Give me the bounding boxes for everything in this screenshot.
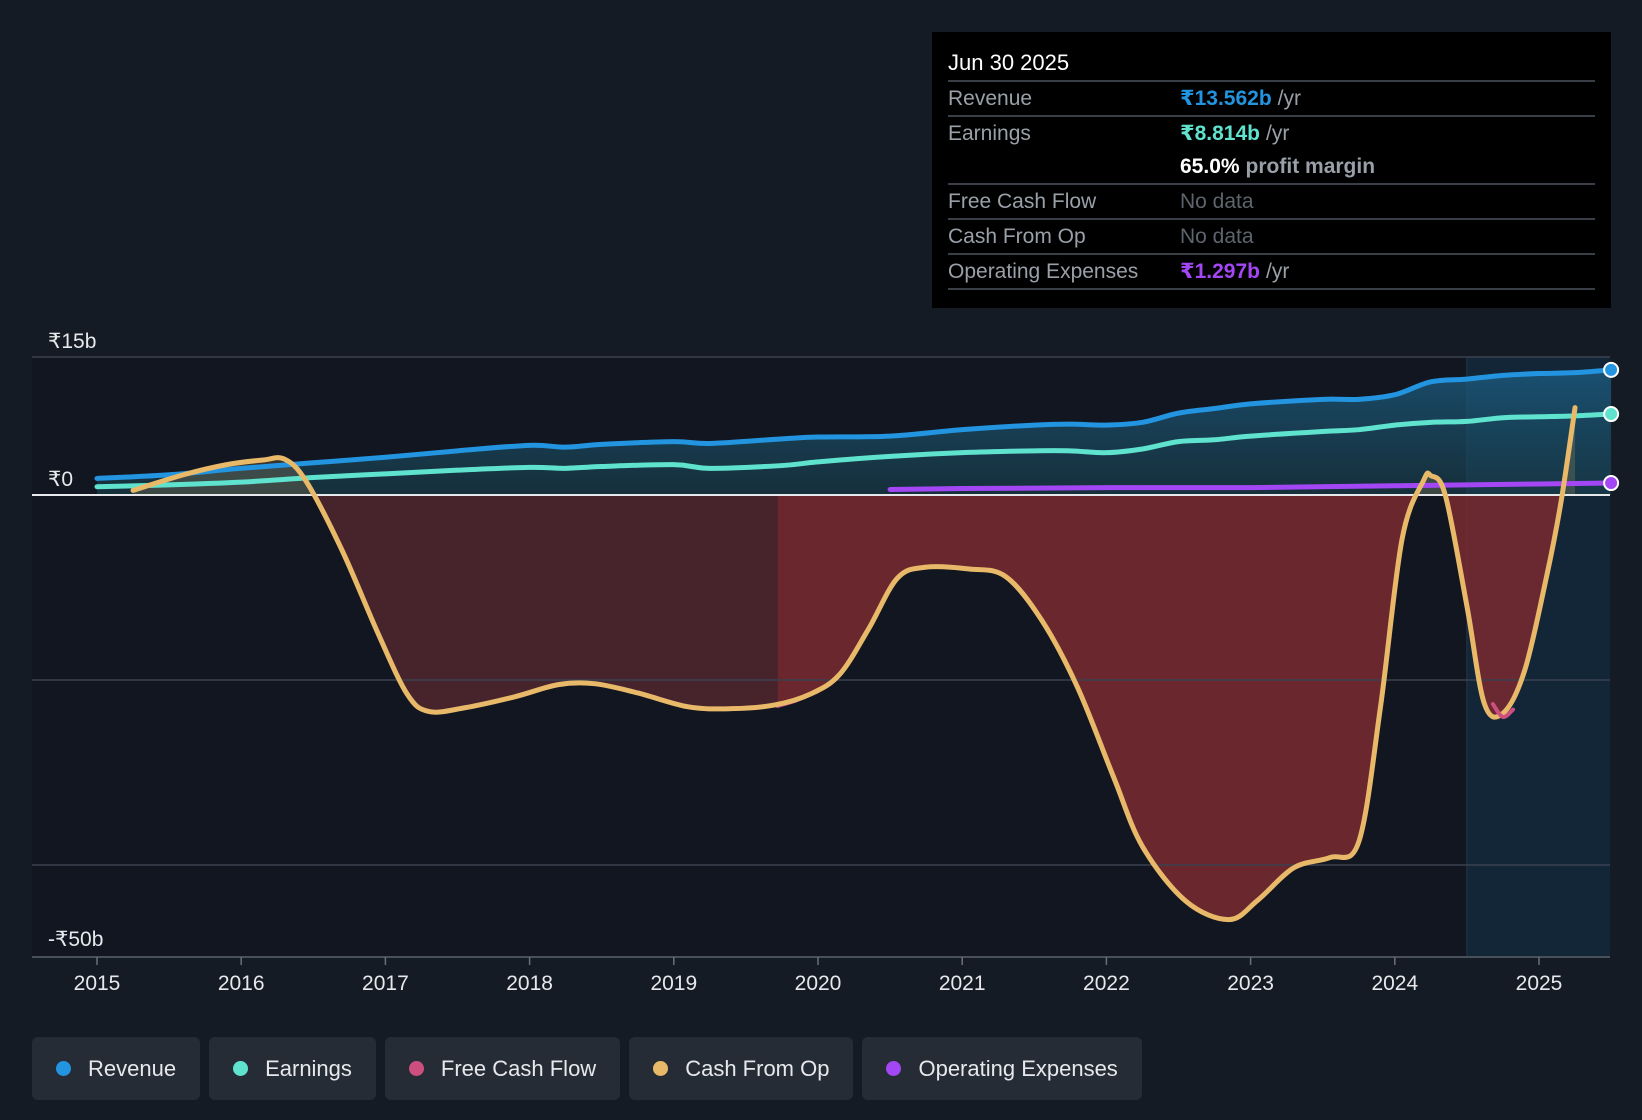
legend-item-free-cash-flow[interactable]: Free Cash Flow (384, 1037, 621, 1100)
tooltip-date: Jun 30 2025 (948, 50, 1070, 75)
tooltip-fcf-value: No data (1180, 189, 1254, 213)
x-tick-label: 2016 (218, 972, 265, 995)
legend-dot-free-cash-flow (408, 1061, 424, 1076)
tooltip-revenue-label: Revenue (948, 86, 1033, 110)
tooltip-row-cfo: Cash From Op No data (948, 218, 1595, 253)
tooltip-opex-unit: /yr (1266, 259, 1290, 283)
tooltip-revenue-unit: /yr (1277, 86, 1301, 110)
y-tick-label: ₹15b (48, 330, 96, 353)
x-tick-label: 2021 (939, 972, 986, 995)
tooltip-opex-value: ₹1.297b (1180, 260, 1260, 283)
revenue-endpoint (1603, 361, 1620, 378)
legend-item-operating-expenses[interactable]: Operating Expenses (862, 1037, 1142, 1100)
x-tick-label: 2018 (506, 972, 553, 995)
revenue-area (97, 369, 1612, 495)
legend-dot-cash-from-op (653, 1061, 669, 1076)
x-tick-label: 2017 (362, 972, 409, 995)
x-tick-label: 2022 (1083, 972, 1130, 995)
x-tick-label: 2023 (1227, 972, 1274, 995)
tooltip-margin-unit: profit margin (1245, 154, 1376, 178)
legend: Revenue Earnings Free Cash Flow Cash Fro… (32, 1037, 1142, 1100)
x-tick-label: 2020 (795, 972, 842, 995)
legend-item-revenue[interactable]: Revenue (32, 1037, 201, 1100)
legend-item-cash-from-op[interactable]: Cash From Op (629, 1037, 854, 1100)
earnings-endpoint (1603, 406, 1620, 423)
x-tick-label: 2015 (74, 972, 121, 995)
tooltip-earnings-label: Earnings (948, 121, 1031, 145)
tooltip-row-revenue: Revenue ₹13.562b /yr (948, 80, 1595, 115)
free-cash-flow-tail (1490, 702, 1516, 720)
legend-label-free-cash-flow: Free Cash Flow (440, 1055, 597, 1081)
tooltip-fcf-label: Free Cash Flow (948, 189, 1097, 213)
tooltip-margin-value: 65.0% (1180, 154, 1240, 178)
tooltip-opex-label: Operating Expenses (948, 259, 1139, 283)
tooltip-row-earnings: Earnings ₹8.814b /yr (948, 115, 1595, 150)
x-tick-label: 2025 (1516, 972, 1563, 995)
tooltip-row-margin: 65.0% profit margin (948, 150, 1595, 183)
operating-expenses-line (887, 480, 1614, 492)
legend-label-cash-from-op: Cash From Op (685, 1055, 830, 1081)
tooltip-earnings-value: ₹8.814b (1180, 122, 1260, 145)
tooltip-revenue-value: ₹13.562b (1180, 87, 1272, 110)
legend-dot-earnings (233, 1061, 249, 1076)
x-tick-label: 2019 (650, 972, 697, 995)
cash-from-op-area-late (777, 495, 1576, 920)
legend-label-earnings: Earnings (265, 1055, 352, 1081)
tooltip-cfo-value: No data (1180, 224, 1254, 248)
y-tick-label: -₹50b (48, 928, 103, 951)
legend-label-revenue: Revenue (88, 1055, 177, 1081)
revenue-line (94, 367, 1614, 481)
y-tick-label: ₹0 (48, 468, 73, 491)
tooltip-row-opex: Operating Expenses ₹1.297b /yr (948, 253, 1595, 290)
x-tick-label: 2024 (1371, 972, 1418, 995)
cash-from-op-area-early (133, 495, 778, 713)
earnings-line (94, 411, 1614, 490)
tooltip-earnings-unit: /yr (1266, 121, 1290, 145)
legend-dot-operating-expenses (886, 1061, 902, 1076)
cash-from-op-line (130, 405, 1578, 923)
legend-dot-revenue (56, 1061, 71, 1076)
legend-item-earnings[interactable]: Earnings (209, 1037, 376, 1100)
operating-expenses-endpoint (1603, 475, 1620, 492)
legend-label-operating-expenses: Operating Expenses (918, 1055, 1118, 1081)
tooltip-row-fcf: Free Cash Flow No data (948, 183, 1595, 218)
tooltip-cfo-label: Cash From Op (948, 224, 1086, 248)
tooltip-panel: Jun 30 2025 Revenue ₹13.562b /yr Earning… (932, 32, 1611, 308)
